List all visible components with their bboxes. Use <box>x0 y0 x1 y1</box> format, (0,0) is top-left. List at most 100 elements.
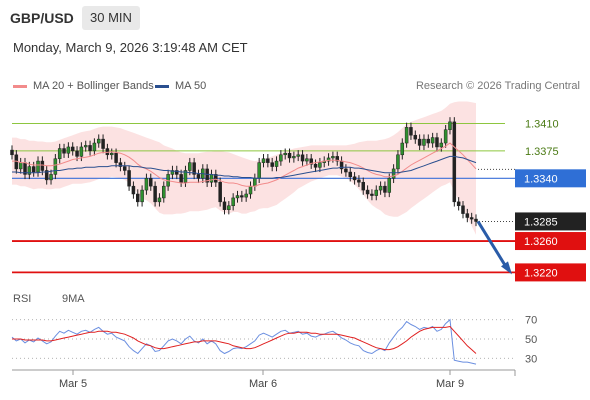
candle-body <box>96 138 101 144</box>
candle-body <box>348 171 352 178</box>
x-tick-label: Mar 9 <box>436 378 464 390</box>
candle-body <box>352 176 357 181</box>
candle-body <box>474 218 478 222</box>
candle-body <box>36 160 40 173</box>
candle-body <box>131 185 136 195</box>
candle-body <box>296 154 300 157</box>
candle-body <box>313 163 318 168</box>
timeframe-button[interactable]: 30 MIN <box>82 6 140 30</box>
candle-body <box>101 138 105 149</box>
candle-body <box>149 178 153 187</box>
candle-body <box>105 148 110 156</box>
rsi-line <box>11 318 477 365</box>
candle-body <box>109 152 114 156</box>
last-price-box <box>515 212 586 231</box>
candle-body <box>387 178 392 193</box>
candle-body <box>270 162 274 167</box>
currency-pair-title: GBP/USD <box>10 10 74 26</box>
candle-body <box>118 162 123 167</box>
rsi-ma-line <box>12 325 477 354</box>
candle-body <box>57 148 62 159</box>
candle-body <box>378 185 383 191</box>
candle-body <box>83 145 88 148</box>
candle-body <box>79 146 84 157</box>
candle-body <box>162 185 166 199</box>
candle-body <box>413 134 418 140</box>
candle-body <box>309 158 313 165</box>
candle-body <box>248 185 253 195</box>
candle-body <box>404 127 409 144</box>
ma50-line <box>12 155 477 179</box>
candle-body <box>140 189 144 203</box>
candle-body <box>114 152 118 163</box>
candle-body <box>465 213 470 218</box>
candle-body <box>257 162 261 179</box>
candle-body <box>469 217 474 220</box>
candle-body <box>300 154 305 162</box>
candle-body <box>344 168 348 173</box>
candle-body <box>179 174 183 183</box>
candle-body <box>75 150 79 157</box>
x-tick-label: Mar 5 <box>59 378 87 390</box>
candle-body <box>435 137 439 148</box>
rsi-tick-label: 30 <box>525 353 537 365</box>
candle-body <box>417 138 422 146</box>
candle-body <box>283 152 287 156</box>
candle-body <box>430 137 435 144</box>
candle-body <box>391 168 396 179</box>
support-label-box <box>515 232 586 251</box>
candle-body <box>188 162 192 171</box>
legend-bollinger-label: MA 20 + Bollinger Bands <box>33 80 154 92</box>
candle-body <box>49 174 53 181</box>
candle-body <box>235 195 240 199</box>
candle-body <box>70 146 75 152</box>
candle-body <box>318 162 322 168</box>
candle-body <box>279 154 283 162</box>
support-label: 1.3260 <box>524 236 558 248</box>
legend-bollinger: MA 20 + Bollinger Bands <box>13 80 154 92</box>
candle-body <box>370 193 374 196</box>
candle-body <box>218 181 222 203</box>
candle-body <box>456 201 461 207</box>
candle-body <box>231 197 235 207</box>
candle-body <box>326 157 331 162</box>
candle-body <box>439 142 444 148</box>
candle-body <box>214 174 218 183</box>
candle-body <box>274 160 279 167</box>
candle-body <box>53 158 58 175</box>
header-bar: GBP/USD 30 MIN <box>0 0 590 38</box>
candle-body <box>88 145 92 152</box>
candle-body <box>10 149 14 156</box>
candle-body <box>396 154 400 170</box>
legend-rsi: RSI <box>13 293 31 305</box>
candle-body <box>361 181 366 191</box>
candle-body <box>192 162 196 175</box>
last-price-label: 1.3285 <box>524 216 558 228</box>
candle-body <box>227 205 231 210</box>
candle-body <box>209 174 214 183</box>
x-tick-label: Mar 6 <box>249 378 277 390</box>
legend-rsi-ma: 9MA <box>62 293 85 305</box>
candle-body <box>305 158 309 162</box>
candle-body <box>92 142 97 152</box>
timestamp: Monday, March 9, 2026 3:19:48 AM CET <box>13 40 248 55</box>
legend-ma50: MA 50 <box>155 80 206 92</box>
rsi-tick-label: 70 <box>525 315 537 327</box>
candle-body <box>175 170 179 175</box>
candle-body <box>443 129 448 144</box>
candle-body <box>40 160 45 171</box>
candle-body <box>66 146 71 154</box>
forecast-arrow-head <box>501 261 512 275</box>
candle-body <box>157 197 162 203</box>
rsi-tick-label: 50 <box>525 334 537 346</box>
candle-body <box>357 179 361 183</box>
candle-body <box>261 158 266 163</box>
copyright-text: Research © 2026 Trading Central <box>415 80 580 92</box>
candle-body <box>240 195 244 198</box>
legend-rsi-ma-label: 9MA <box>62 293 85 305</box>
candle-body <box>365 189 370 195</box>
pivot-label-box <box>515 169 586 188</box>
pivot-label: 1.3340 <box>524 173 558 185</box>
candle-body <box>170 170 175 175</box>
